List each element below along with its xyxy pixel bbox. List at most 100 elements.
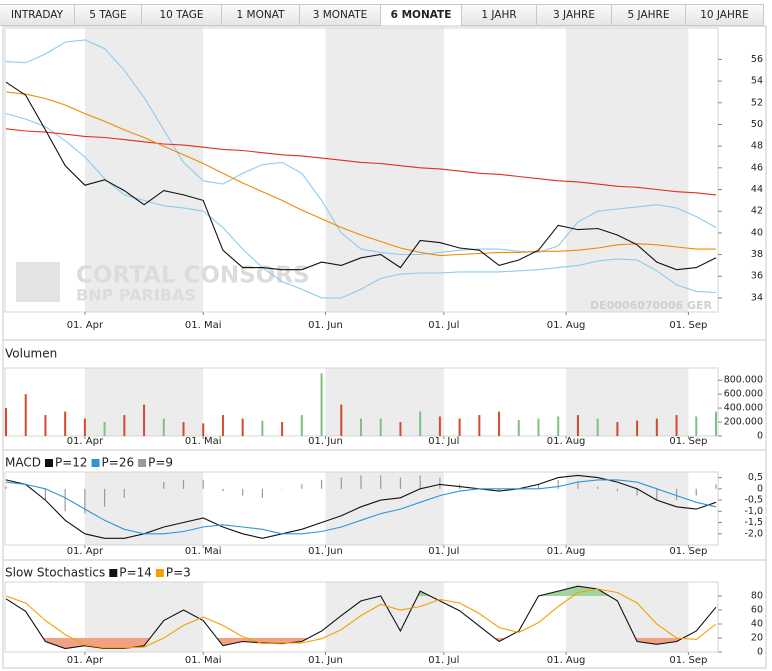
y-tick-label: 50 [751, 119, 763, 130]
month-band [325, 368, 444, 436]
month-band [84, 28, 204, 312]
y-tick-label: -1,5 [744, 517, 763, 528]
volume-bar [576, 415, 579, 436]
tab[interactable]: 6 MONATE [381, 4, 462, 26]
y-tick-label: 800.000 [724, 375, 763, 386]
y-tick-label: 44 [751, 184, 763, 195]
tab[interactable]: 5 JAHRE [612, 4, 686, 26]
histogram-bar [715, 484, 717, 489]
histogram-bar [656, 488, 658, 501]
tab[interactable]: 5 TAGE [75, 4, 142, 26]
y-tick-label: 600.000 [724, 389, 763, 400]
series-line [5, 91, 716, 257]
volume-bar [83, 418, 86, 436]
y-tick-label: 38 [751, 249, 763, 260]
histogram-bar [320, 479, 323, 489]
x-tick-label: 01. Jul [428, 320, 459, 331]
y-tick-label: 46 [751, 162, 763, 173]
month-band [566, 368, 689, 436]
x-tick-label: 01. Mai [185, 655, 222, 666]
volume-bar [24, 394, 27, 436]
series-line [5, 474, 717, 539]
isin: DE0006070006 GER [590, 299, 713, 312]
volume-bar [458, 418, 461, 436]
tab[interactable]: 3 MONATE [300, 4, 381, 26]
x-tick-label: 01. Jun [308, 320, 343, 331]
plot-frame [4, 581, 719, 653]
oversold-fill [6, 638, 716, 649]
volume-bar [498, 411, 501, 436]
volume-bar [715, 411, 717, 436]
series-line [5, 113, 717, 299]
volume-bar [300, 415, 303, 436]
x-tick-label: 01. Apr [67, 546, 104, 557]
histogram-bar [557, 479, 559, 489]
histogram-bar [301, 484, 303, 489]
y-tick-label: 34 [751, 292, 763, 303]
volume-bar [64, 411, 67, 436]
histogram-bar [123, 488, 125, 498]
x-tick-label: 01. Sep [669, 655, 707, 666]
volume-bar [636, 420, 639, 436]
histogram-bar [419, 475, 421, 489]
volume-bar [675, 415, 678, 436]
histogram-bar [498, 488, 500, 492]
frame [2, 25, 767, 669]
y-tick-label: -0,5 [744, 495, 763, 506]
y-tick-label: 56 [751, 54, 763, 65]
month-band [566, 472, 689, 545]
y-tick-label: 36 [751, 271, 763, 282]
volume-bar [517, 419, 520, 436]
histogram-bar [64, 488, 66, 512]
legend-swatch [138, 459, 147, 467]
volume-bar [537, 418, 540, 436]
y-tick-label: 60 [751, 605, 763, 616]
y-tick-label: 0 [757, 483, 763, 494]
x-tick-label: 01. Aug [547, 546, 586, 557]
y-tick-label: -1,0 [744, 506, 763, 517]
volume-bar [221, 415, 224, 436]
volume-bar [202, 423, 205, 436]
x-tick-label: 01. Jul [428, 655, 459, 666]
histogram-bar [242, 488, 244, 496]
volume-bar [695, 416, 698, 436]
plot-frame [4, 27, 719, 313]
legend-label: P=14 [119, 566, 152, 580]
x-tick-label: 01. Sep [669, 436, 707, 447]
y-tick-label: 52 [751, 97, 763, 108]
legend-swatch [109, 569, 118, 577]
x-tick-label: 01. Apr [67, 436, 104, 447]
panel-title: Volumen [5, 347, 57, 361]
x-tick-label: 01. Aug [547, 436, 586, 447]
histogram-bar [202, 479, 204, 489]
histogram-bar [380, 475, 382, 489]
volume-bar [44, 415, 47, 436]
histogram-bar [439, 477, 441, 489]
legend-label: P=12 [55, 456, 88, 470]
histogram-bar [616, 488, 618, 492]
legend-label: P=3 [166, 566, 191, 580]
y-tick-label: 400.000 [724, 403, 763, 414]
histogram-bar [5, 486, 7, 489]
y-tick-label: 80 [751, 591, 763, 602]
tab[interactable]: 1 JAHR [462, 4, 537, 26]
x-tick-label: 01. Sep [669, 320, 707, 331]
x-tick-label: 01. Apr [67, 655, 104, 666]
volume-bar [399, 422, 402, 436]
volume-bar [379, 418, 382, 436]
series-line [5, 479, 717, 535]
volume-bar [261, 420, 264, 436]
volume-bar [5, 408, 7, 436]
volume-bar [655, 418, 658, 436]
legend-swatch [155, 569, 164, 577]
x-tick-label: 01. Jul [428, 546, 459, 557]
histogram-bar [44, 488, 47, 501]
histogram-bar [360, 475, 362, 489]
histogram-bar [261, 488, 263, 498]
legend-swatch [44, 459, 53, 467]
volume-bar [320, 373, 323, 436]
histogram-bar [104, 488, 106, 507]
volume-bar [241, 418, 244, 436]
histogram-bar [695, 488, 697, 496]
x-tick-label: 01. Apr [67, 320, 104, 331]
